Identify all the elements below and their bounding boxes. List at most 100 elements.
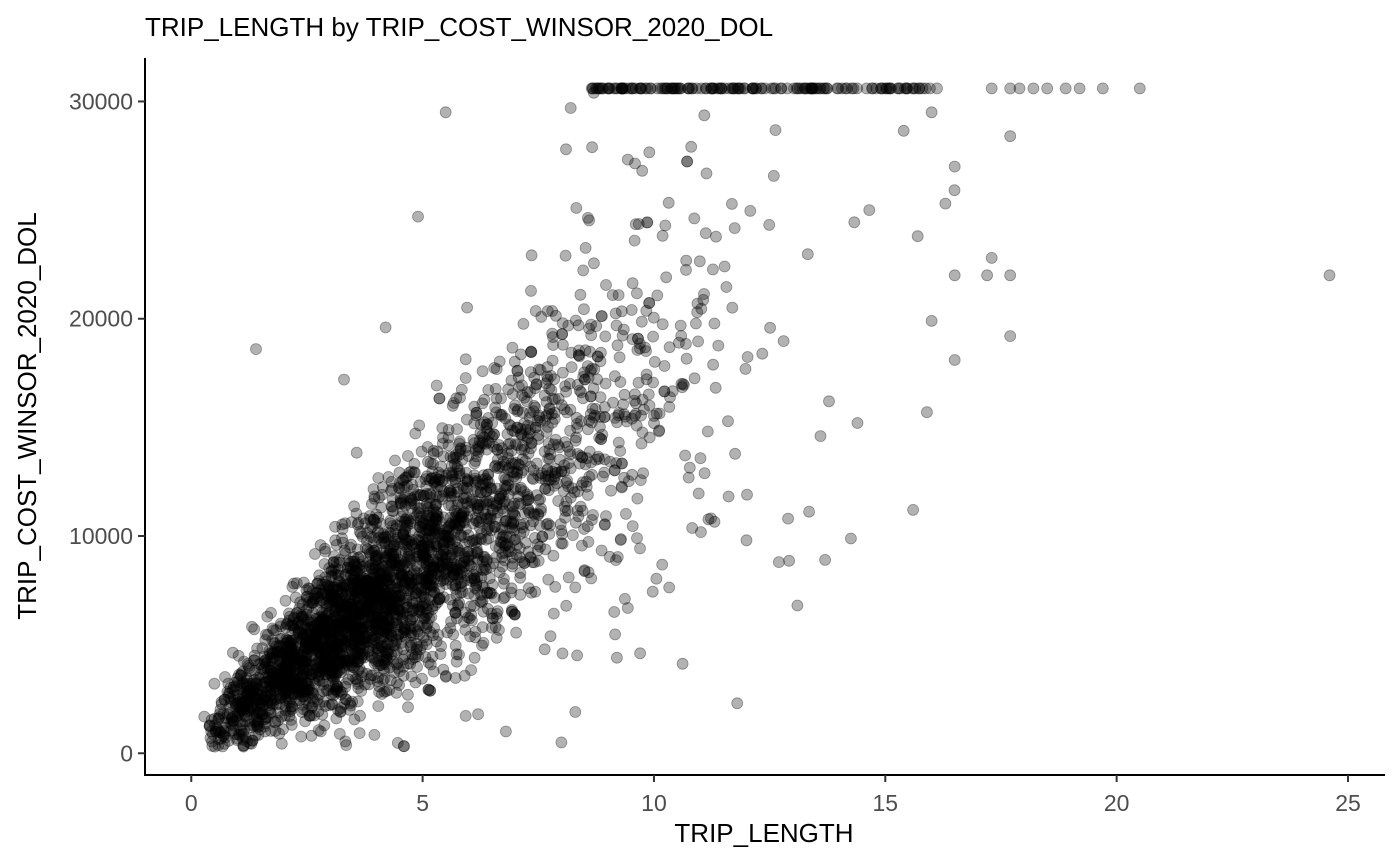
data-point [354, 621, 367, 634]
data-point [630, 419, 643, 432]
data-point [217, 729, 230, 742]
data-point [352, 682, 365, 694]
data-point [388, 539, 401, 552]
data-point [404, 639, 417, 652]
data-point [286, 581, 299, 593]
data-point [376, 624, 389, 636]
data-point [363, 619, 376, 632]
data-point [308, 658, 321, 671]
data-point [245, 721, 257, 734]
data-point [384, 570, 397, 583]
data-point [377, 662, 390, 675]
data-point [319, 631, 332, 644]
data-point [326, 590, 339, 603]
data-point [468, 469, 481, 482]
data-point [707, 358, 719, 371]
data-point [500, 480, 513, 493]
data-point [261, 629, 274, 641]
data-point [286, 617, 299, 630]
data-point [334, 706, 347, 718]
y-tick-label: 10000 [69, 523, 133, 549]
data-point [306, 686, 319, 699]
data-point [379, 646, 392, 659]
data-point [490, 363, 503, 376]
data-point [600, 510, 612, 522]
data-point [481, 553, 493, 566]
data-point [360, 583, 373, 596]
data-point [292, 676, 305, 689]
data-point [339, 547, 352, 560]
data-point [417, 612, 429, 625]
data-point [720, 281, 733, 293]
data-point [295, 632, 308, 645]
data-point [478, 561, 491, 574]
data-point [337, 580, 350, 592]
data-point [416, 600, 429, 613]
data-point [497, 505, 510, 518]
data-point [246, 734, 259, 747]
data-point [479, 472, 492, 485]
data-point [295, 655, 308, 668]
data-point [245, 701, 258, 714]
data-point [437, 574, 449, 587]
data-point [505, 582, 518, 595]
data-point [277, 685, 290, 698]
data-point [317, 663, 330, 676]
data-point [285, 719, 298, 731]
data-point [314, 621, 327, 634]
data-point [558, 465, 571, 478]
data-point [510, 548, 523, 561]
data-point [556, 647, 569, 660]
data-point [496, 531, 509, 543]
data-point [524, 423, 537, 436]
data-point [369, 556, 382, 568]
data-point [588, 257, 600, 270]
data-point [675, 377, 688, 390]
data-point [948, 160, 961, 173]
data-point [382, 586, 395, 599]
data-point [609, 370, 621, 383]
data-point [301, 674, 314, 686]
data-point [578, 523, 590, 535]
data-point [576, 451, 588, 464]
data-point [610, 554, 622, 566]
data-point [417, 550, 430, 563]
data-point [236, 690, 249, 702]
data-point [635, 315, 648, 328]
data-point [384, 674, 397, 687]
data-point [372, 596, 385, 609]
data-point [599, 377, 612, 390]
data-point [642, 388, 655, 401]
data-point [371, 642, 384, 655]
data-point [424, 497, 437, 510]
data-point [489, 540, 502, 553]
data-point [845, 532, 857, 545]
data-point [380, 602, 393, 614]
data-point [389, 454, 401, 467]
data-point [333, 648, 346, 661]
data-point [417, 532, 430, 545]
data-point [411, 625, 424, 638]
data-point [371, 581, 384, 594]
data-point [271, 682, 284, 695]
data-point [356, 623, 369, 636]
data-point [265, 654, 278, 667]
data-point [458, 506, 470, 519]
data-point [390, 676, 403, 689]
data-point [313, 569, 326, 582]
data-point [345, 598, 358, 611]
data-point [497, 577, 510, 590]
data-point [375, 688, 388, 700]
data-point [292, 674, 305, 686]
data-point [479, 478, 492, 490]
data-point [769, 124, 782, 137]
data-point [291, 622, 304, 634]
data-point [454, 442, 467, 455]
data-point [420, 621, 432, 633]
data-point [318, 607, 331, 619]
data-point [397, 474, 410, 487]
data-point [410, 559, 423, 572]
data-point [673, 336, 685, 349]
data-point [237, 733, 250, 746]
data-point [682, 471, 695, 484]
